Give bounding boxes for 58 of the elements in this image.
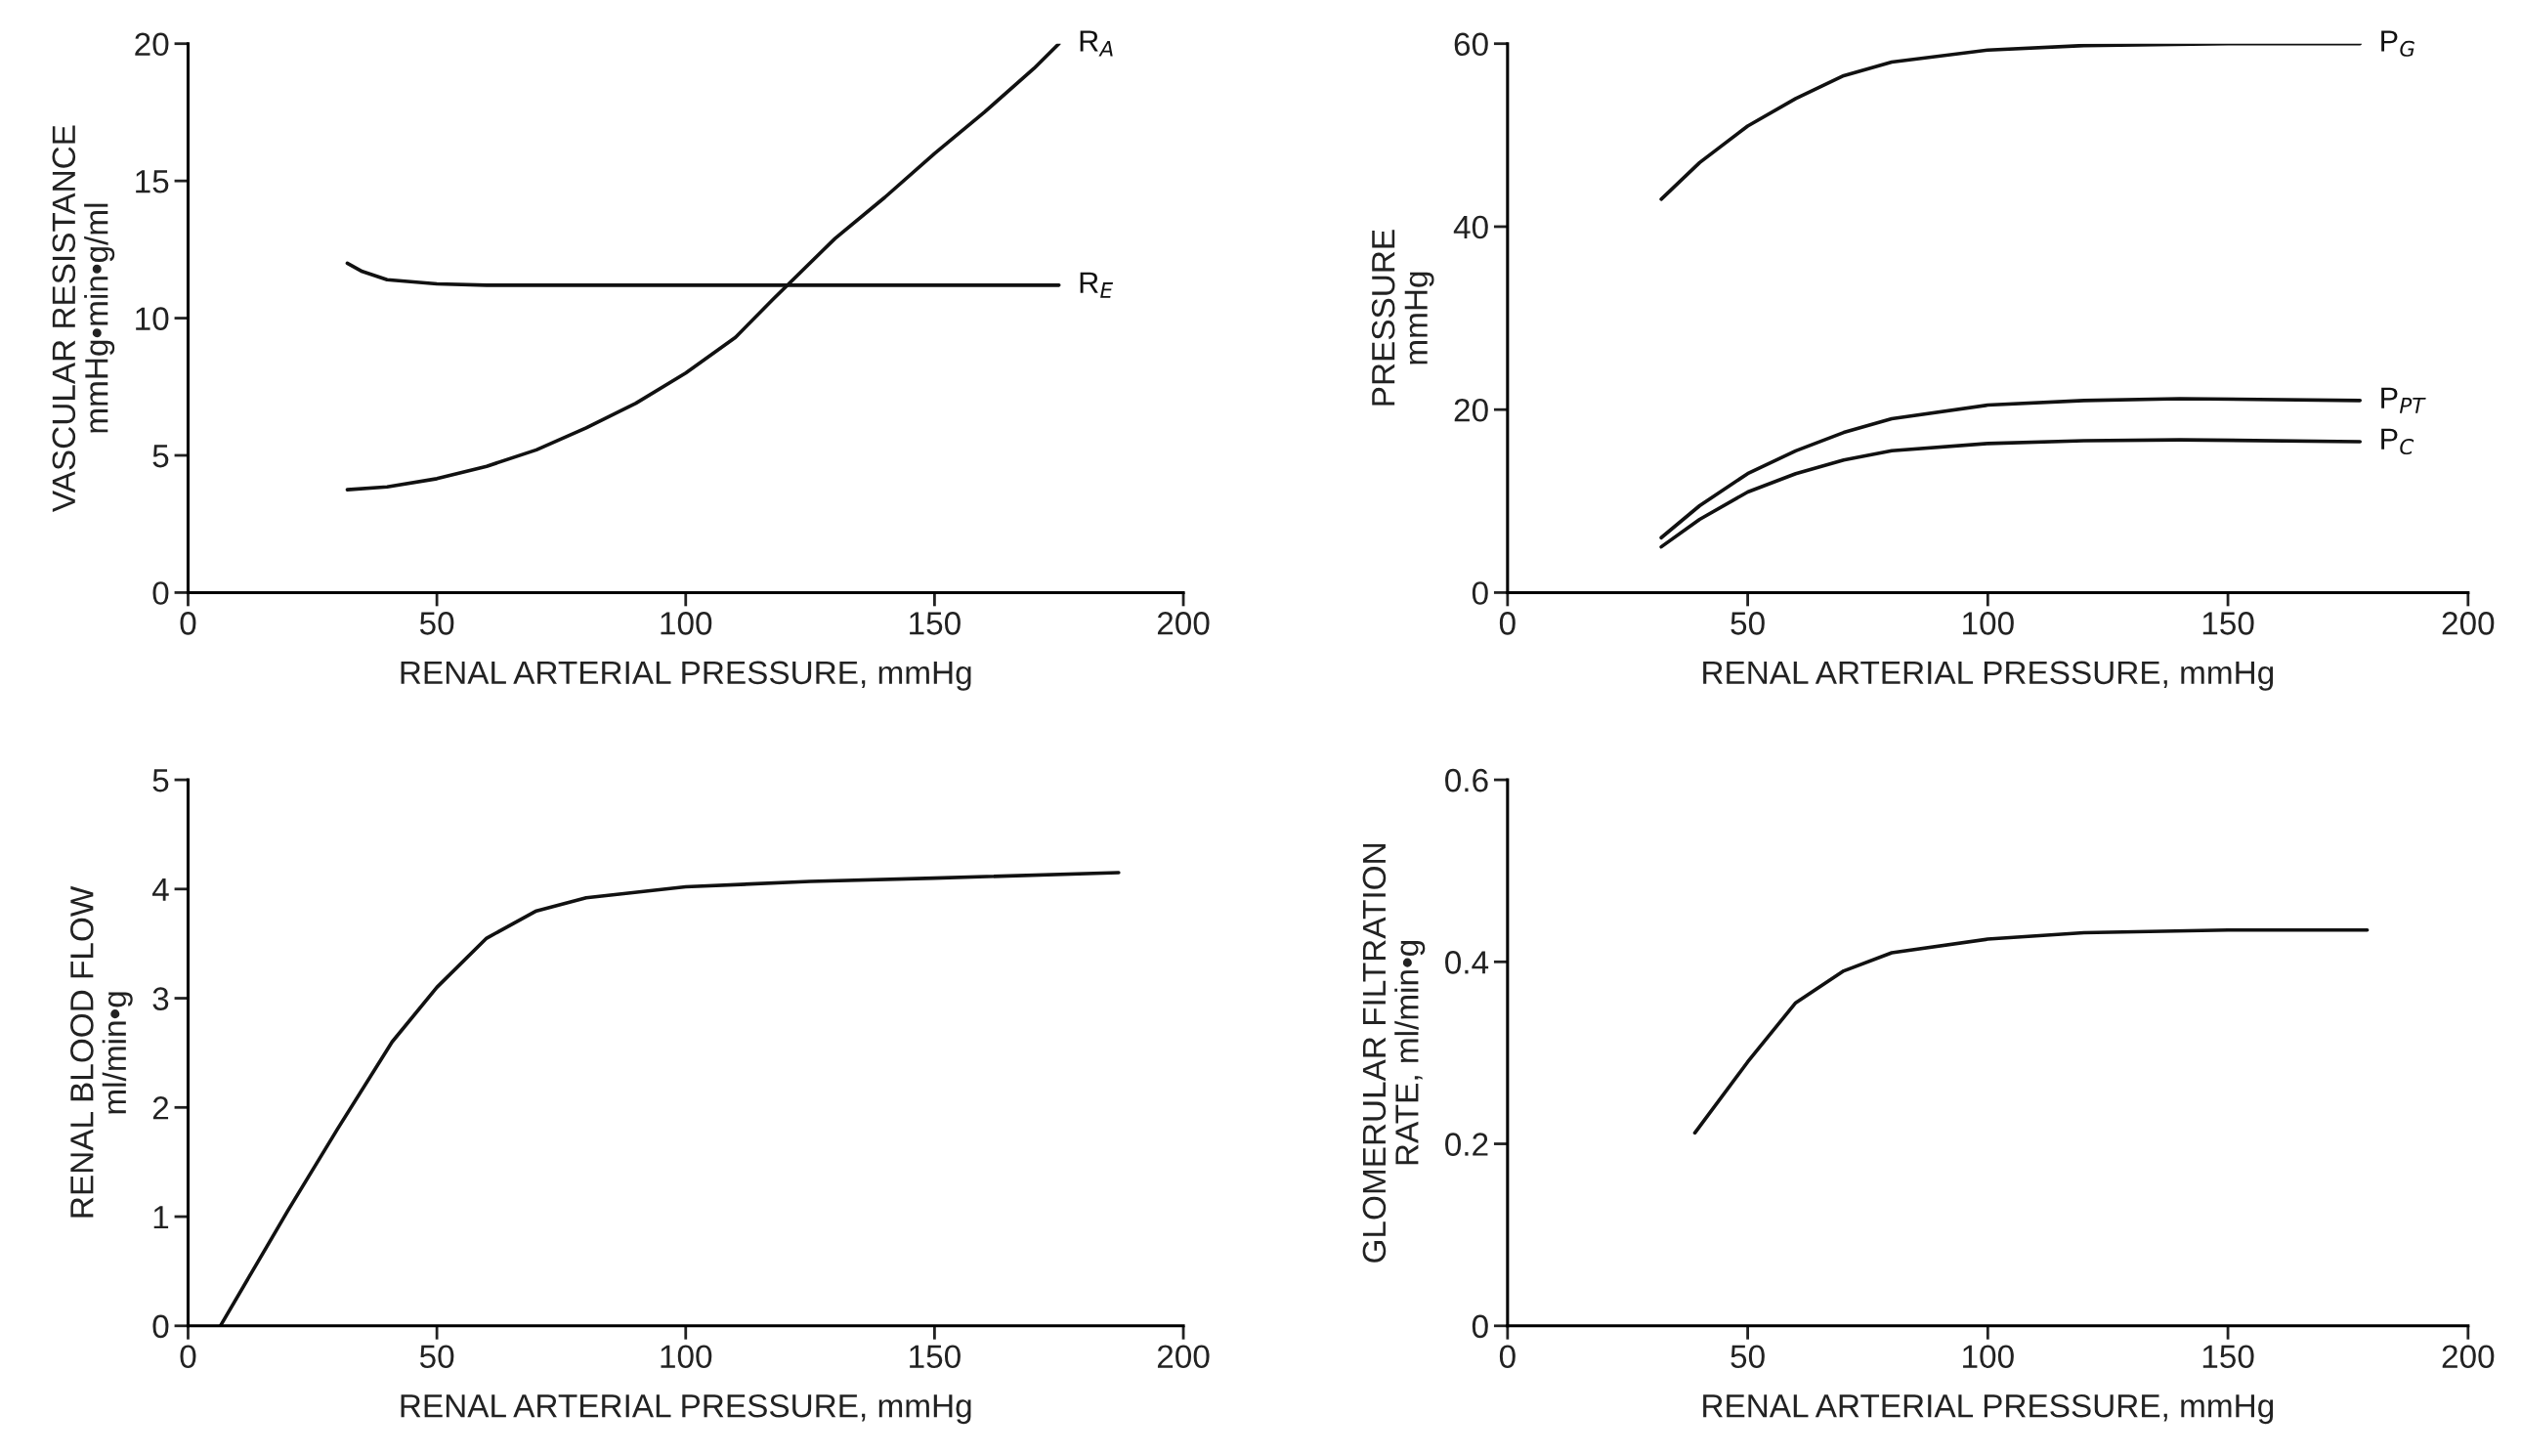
y-tick-label: 0: [152, 581, 169, 605]
x-tick-label: 200: [1157, 612, 1210, 635]
line-series: [1659, 438, 2363, 549]
x-axis-title: RENAL ARTERIAL PRESSURE, mmHg: [1703, 1393, 2274, 1425]
x-tick-label: 100: [1963, 612, 2014, 635]
y-tick-label: 10: [136, 307, 169, 330]
line-series: [1659, 43, 2363, 201]
x-tick-label: 200: [2442, 612, 2495, 635]
y-tick-label: 20: [135, 32, 169, 57]
y-axis-title: VASCULAR RESISTANCE mmHg•min•g/ml: [52, 125, 115, 512]
line-series: [1659, 397, 2363, 540]
x-tick-label: 0: [180, 612, 196, 635]
series-label: P$_{G}$: [2381, 30, 2414, 57]
y-tick-label: 0.2: [1445, 1133, 1488, 1156]
y-tick-label: 15: [136, 170, 169, 193]
y-tick-label: 2: [152, 1096, 169, 1120]
line-series: [218, 871, 1121, 1326]
x-tick-label: 0: [1499, 1345, 1516, 1369]
x-tick-label: 50: [1731, 1345, 1765, 1369]
x-tick-label: 100: [1963, 1345, 2014, 1369]
y-axis-title: PRESSURE mmHg: [1371, 230, 1434, 406]
x-tick-label: 50: [419, 1345, 454, 1369]
line-series: [1692, 927, 2370, 1135]
x-tick-label: 200: [2442, 1345, 2495, 1369]
x-tick-label: 150: [2202, 612, 2254, 635]
y-tick-label: 5: [152, 445, 169, 468]
x-tick-label: 200: [1157, 1345, 1210, 1369]
y-tick-label: 5: [152, 769, 169, 792]
y-tick-label: 3: [152, 987, 169, 1010]
series-label: R$_{E}$: [1080, 272, 1113, 298]
x-tick-label: 150: [910, 612, 961, 635]
x-tick-label: 100: [661, 612, 712, 635]
x-tick-label: 50: [419, 612, 454, 635]
x-tick-label: 100: [661, 1345, 712, 1369]
y-tick-label: 0.6: [1445, 768, 1488, 792]
y-tick-label: 0: [1472, 1314, 1488, 1339]
x-tick-label: 0: [180, 1345, 196, 1369]
x-axis-title: RENAL ARTERIAL PRESSURE, mmHg: [401, 1393, 971, 1425]
y-tick-label: 0: [1472, 581, 1488, 605]
y-tick-label: 20: [1454, 398, 1488, 422]
y-tick-label: 1: [153, 1206, 169, 1229]
series-label: R$_{A}$: [1080, 30, 1113, 57]
x-tick-label: 0: [1499, 612, 1516, 635]
x-tick-label: 150: [910, 1345, 961, 1369]
series-label: P$_{PT}$: [2381, 387, 2426, 413]
y-tick-label: 0: [152, 1314, 169, 1339]
series-label: P$_{C}$: [2381, 428, 2414, 455]
y-tick-label: 0.4: [1445, 951, 1489, 974]
x-axis-title: RENAL ARTERIAL PRESSURE, mmHg: [1703, 661, 2274, 691]
y-axis-title: GLOMERULAR FILTRATION RATE, ml/min•g: [1362, 844, 1426, 1263]
x-tick-label: 150: [2202, 1345, 2254, 1369]
x-axis-title: RENAL ARTERIAL PRESSURE, mmHg: [401, 661, 971, 691]
y-tick-label: 40: [1453, 215, 1488, 239]
x-tick-label: 50: [1731, 612, 1765, 635]
y-tick-label: 60: [1454, 32, 1488, 57]
y-axis-title: RENAL BLOOD FLOW ml/min•g: [70, 885, 133, 1218]
y-tick-label: 4: [151, 878, 169, 901]
line-series: [345, 43, 1061, 492]
